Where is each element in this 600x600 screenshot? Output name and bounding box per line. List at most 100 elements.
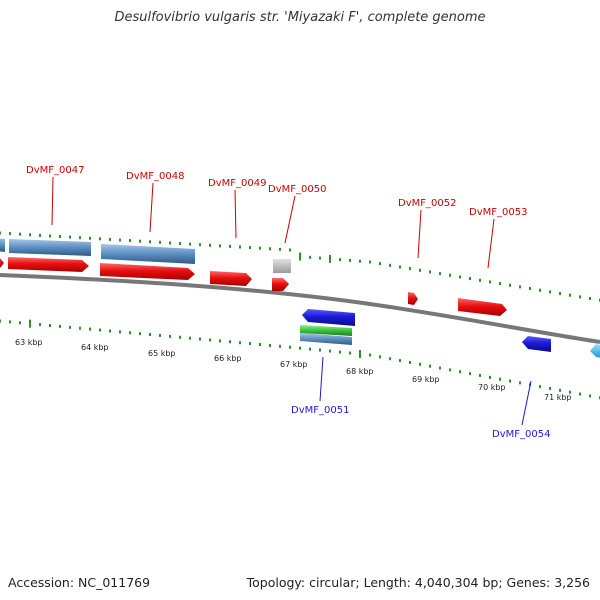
cds-arrow-red[interactable] — [8, 257, 89, 272]
scale-tick-minor — [439, 272, 441, 276]
cds-arrow-red[interactable] — [458, 298, 507, 316]
kbp-label: 67 kbp — [280, 360, 308, 369]
cds-arrow-red[interactable] — [408, 292, 418, 305]
scale-tick-minor — [129, 239, 131, 243]
scale-tick-minor — [269, 247, 271, 251]
cds-arrow-blue[interactable] — [522, 336, 551, 352]
kbp-label: 70 kbp — [478, 383, 506, 392]
scale-tick-minor — [509, 283, 511, 287]
scale-tick-minor — [9, 232, 11, 236]
cds-feature-steel[interactable] — [9, 239, 91, 256]
scale-tick-minor — [379, 355, 381, 359]
scale-tick-minor — [239, 341, 241, 345]
cds-arrow-red[interactable] — [210, 271, 252, 286]
scale-tick-minor — [549, 290, 551, 294]
cds-arrow-red[interactable] — [0, 257, 4, 268]
kbp-label: 68 kbp — [346, 367, 374, 376]
scale-tick-minor — [149, 240, 151, 244]
scale-tick-minor — [369, 353, 371, 357]
scale-tick-minor — [529, 287, 531, 291]
cds-arrow-blue[interactable] — [302, 309, 355, 326]
scale-tick-minor — [139, 332, 141, 336]
scale-ticks-layer — [0, 231, 600, 400]
scale-tick-minor — [259, 342, 261, 346]
scale-tick-minor — [149, 333, 151, 337]
scale-tick-minor — [119, 330, 121, 334]
scale-tick-minor — [479, 278, 481, 282]
scale-tick-minor — [409, 267, 411, 271]
gene-label[interactable]: DvMF_0051 — [291, 405, 349, 416]
gene-label[interactable]: DvMF_0054 — [492, 429, 550, 440]
scale-tick-minor — [69, 325, 71, 329]
kbp-label: 66 kbp — [214, 354, 242, 363]
gene-label[interactable]: DvMF_0052 — [398, 198, 456, 209]
scale-tick-minor — [109, 237, 111, 241]
cds-arrow-red[interactable] — [272, 278, 289, 291]
scale-tick-minor — [589, 394, 591, 398]
cds-feature-steel[interactable] — [101, 244, 195, 264]
scale-tick-minor — [279, 247, 281, 251]
scale-tick-minor — [579, 392, 581, 396]
scale-tick-minor — [89, 327, 91, 331]
cds-feature-gray[interactable] — [273, 259, 291, 273]
scale-tick-minor — [19, 232, 21, 236]
scale-tick-minor — [189, 242, 191, 246]
scale-tick-minor — [199, 337, 201, 341]
label-leader-line — [319, 356, 324, 402]
scale-tick-minor — [569, 390, 571, 394]
scale-tick-minor — [89, 236, 91, 240]
scale-tick-minor — [49, 234, 51, 238]
scale-tick-minor — [169, 241, 171, 245]
scale-tick-minor — [379, 262, 381, 266]
scale-tick-minor — [419, 362, 421, 366]
scale-tick-minor — [229, 244, 231, 248]
scale-tick-minor — [189, 336, 191, 340]
scale-tick-minor — [389, 263, 391, 267]
scale-tick-minor — [99, 237, 101, 241]
scale-tick-minor — [99, 328, 101, 332]
gene-labels-bottom: DvMF_0051 DvMF_0054 — [291, 356, 550, 440]
gene-label[interactable]: DvMF_0049 — [208, 178, 266, 189]
cds-feature-green[interactable] — [300, 325, 352, 336]
gene-label[interactable]: DvMF_0053 — [469, 207, 527, 218]
gene-label[interactable]: DvMF_0048 — [126, 171, 184, 182]
scale-tick-minor — [569, 293, 571, 297]
scale-tick-minor — [459, 370, 461, 374]
scale-tick-minor — [399, 265, 401, 269]
scale-tick-minor — [79, 326, 81, 330]
scale-tick-minor — [159, 333, 161, 337]
scale-tick-minor — [559, 292, 561, 296]
scale-tick-minor — [179, 242, 181, 246]
scale-tick-minor — [389, 357, 391, 361]
scale-tick-minor — [299, 346, 301, 350]
scale-tick-minor — [449, 273, 451, 277]
scale-tick-minor — [289, 248, 291, 252]
scale-tick-minor — [309, 347, 311, 351]
scale-tick-minor — [209, 338, 211, 342]
scale-tick-minor — [59, 324, 61, 328]
cds-feature-steel[interactable] — [300, 333, 352, 345]
scale-tick-minor — [259, 246, 261, 250]
scale-tick-minor — [349, 258, 351, 262]
scale-tick-minor — [539, 385, 541, 389]
scale-tick-minor — [239, 245, 241, 249]
gene-label[interactable]: DvMF_0050 — [268, 184, 326, 195]
gene-labels-top: DvMF_0047 DvMF_0048 DvMF_0049 DvMF_0050 … — [26, 165, 527, 269]
gene-label[interactable]: DvMF_0047 — [26, 165, 84, 176]
scale-tick-minor — [409, 360, 411, 364]
genome-summary: Topology: circular; Length: 4,040,304 bp… — [246, 575, 590, 590]
scale-tick-minor — [359, 259, 361, 263]
scale-tick-minor — [269, 343, 271, 347]
kbp-label: 64 kbp — [81, 343, 109, 352]
cds-arrow-cyan[interactable] — [590, 344, 600, 358]
cds-arrow-red[interactable] — [100, 263, 195, 280]
scale-tick-minor — [0, 319, 1, 323]
scale-tick-minor — [429, 270, 431, 274]
cds-feature-steel[interactable] — [0, 238, 5, 252]
scale-tick-minor — [349, 351, 351, 355]
label-leader-line — [284, 195, 296, 244]
accession-info: Accession: NC_011769 — [8, 575, 151, 590]
scale-tick-minor — [519, 285, 521, 289]
scale-tick-minor — [219, 244, 221, 248]
